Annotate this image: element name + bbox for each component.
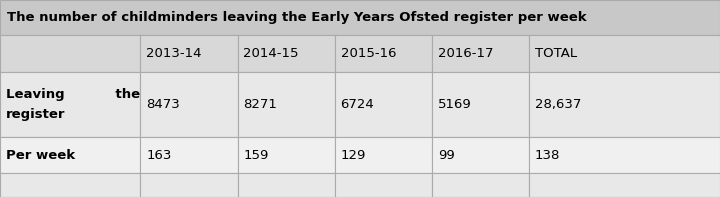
Bar — [0, 35, 140, 72]
Text: 8271: 8271 — [243, 98, 277, 111]
Bar — [335, 173, 432, 197]
Text: 163: 163 — [146, 149, 171, 162]
Bar — [0, 137, 140, 173]
Bar — [432, 137, 529, 173]
Text: 159: 159 — [243, 149, 269, 162]
Text: 138: 138 — [535, 149, 560, 162]
Text: 129: 129 — [341, 149, 366, 162]
Text: 2014-15: 2014-15 — [243, 47, 299, 60]
Bar — [432, 72, 529, 137]
Bar — [140, 72, 238, 137]
Bar — [238, 72, 335, 137]
Text: 2015-16: 2015-16 — [341, 47, 396, 60]
Bar — [0, 72, 140, 137]
Bar — [238, 35, 335, 72]
Text: 2013-14: 2013-14 — [146, 47, 202, 60]
Bar — [529, 137, 720, 173]
Text: 6724: 6724 — [341, 98, 374, 111]
Bar — [529, 35, 720, 72]
Text: 5169: 5169 — [438, 98, 472, 111]
Bar — [335, 72, 432, 137]
Text: 99: 99 — [438, 149, 454, 162]
Text: The number of childminders leaving the Early Years Ofsted register per week: The number of childminders leaving the E… — [7, 11, 587, 24]
Bar — [335, 35, 432, 72]
Bar — [335, 137, 432, 173]
Bar — [529, 173, 720, 197]
Bar — [140, 137, 238, 173]
Text: Leaving           the: Leaving the — [6, 88, 140, 101]
Bar — [238, 173, 335, 197]
Text: 28,637: 28,637 — [535, 98, 581, 111]
Bar — [238, 137, 335, 173]
Text: TOTAL: TOTAL — [535, 47, 577, 60]
Bar — [140, 173, 238, 197]
Bar — [432, 173, 529, 197]
Bar — [0, 0, 720, 35]
Bar — [432, 35, 529, 72]
Bar — [529, 72, 720, 137]
Bar — [140, 35, 238, 72]
Text: register: register — [6, 108, 66, 121]
Text: Per week: Per week — [6, 149, 75, 162]
Bar — [0, 173, 140, 197]
Text: 2016-17: 2016-17 — [438, 47, 493, 60]
Text: 8473: 8473 — [146, 98, 180, 111]
